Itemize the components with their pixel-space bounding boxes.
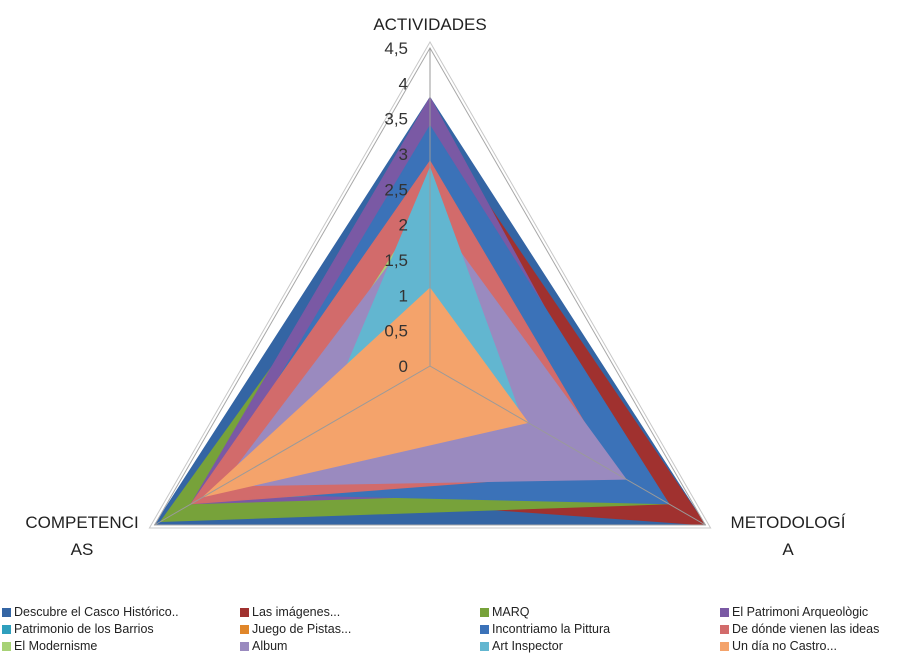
radar-outer-gridline [153, 47, 707, 526]
legend-swatch [240, 624, 249, 634]
legend-item: Art Inspector [480, 639, 563, 653]
legend-swatch [2, 641, 11, 651]
legend-item: Las imágenes... [240, 605, 340, 619]
legend-swatch [480, 624, 489, 634]
legend-label: Descubre el Casco Histórico.. [14, 605, 179, 619]
legend-label: El Patrimoni Arqueològic [732, 605, 869, 619]
legend-swatch [720, 641, 729, 651]
legend-label: Juego de Pistas... [252, 622, 352, 636]
radar-chart: 0 0,5 1 1,5 2 2,5 3 3,5 4 4,5 ACTIVIDADES METODOLOG… [25, 15, 846, 559]
radar-frame [148, 41, 712, 529]
tick-label: 0,5 [384, 322, 408, 341]
legend-swatch [240, 641, 249, 651]
legend-label: Album [252, 639, 288, 653]
axis-label-3: COMPETENCI AS [25, 513, 138, 559]
spoke-2 [429, 365, 706, 526]
legend-item: Descubre el Casco Histórico.. [2, 605, 179, 619]
legend-label: Las imágenes... [252, 605, 341, 619]
tick-label: 0 [399, 357, 408, 376]
spoke-3 [154, 365, 431, 526]
legend-swatch [480, 607, 489, 617]
legend-label: Art Inspector [492, 639, 563, 653]
legend-label: Incontriamo la Pittura [492, 622, 611, 636]
tick-label: 2,5 [384, 180, 408, 199]
legend-label: El Modernisme [14, 639, 98, 653]
tick-label: 4 [399, 74, 408, 93]
tick-label: 2 [399, 216, 408, 235]
legend-swatch [2, 607, 11, 617]
tick-label: 1 [399, 286, 408, 305]
legend-item: Patrimonio de los Barrios [2, 622, 154, 636]
legend-item: El Modernisme [2, 639, 97, 653]
legend-item: Album [240, 639, 287, 653]
legend-label: Un día no Castro... [732, 639, 837, 653]
tick-label: 4,5 [384, 39, 408, 58]
legend-item: Un día no Castro... [720, 639, 837, 653]
legend-item: Incontriamo la Pittura [480, 622, 610, 636]
legend-item: Juego de Pistas... [240, 622, 351, 636]
legend-swatch [720, 624, 729, 634]
legend-swatch [480, 641, 489, 651]
axis-label-2: METODOLOGÍ A [731, 513, 846, 559]
legend-item: De dónde vienen las ideas [720, 622, 879, 636]
legend-label: Patrimonio de los Barrios [14, 622, 154, 636]
tick-label: 1,5 [384, 251, 408, 270]
legend-label: MARQ [492, 605, 530, 619]
series-12-polygon [203, 287, 529, 498]
legend-swatch [2, 624, 11, 634]
legend-label: De dónde vienen las ideas [732, 622, 880, 636]
legend-item: MARQ [480, 605, 530, 619]
axis-label-1: ACTIVIDADES [373, 15, 486, 34]
legend-item: El Patrimoni Arqueològic [720, 605, 868, 619]
tick-label: 3 [399, 145, 408, 164]
legend-swatch [720, 607, 729, 617]
legend-swatch [240, 607, 249, 617]
tick-label: 3,5 [384, 110, 408, 129]
